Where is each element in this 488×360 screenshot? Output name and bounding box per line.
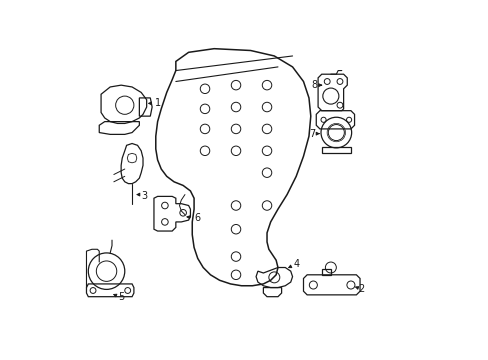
- Text: 5: 5: [118, 292, 124, 302]
- Text: 6: 6: [194, 213, 201, 223]
- Text: 7: 7: [308, 129, 314, 139]
- Text: 2: 2: [358, 284, 364, 294]
- Text: 3: 3: [142, 192, 147, 201]
- Text: 1: 1: [154, 98, 161, 108]
- Text: 4: 4: [292, 259, 299, 269]
- Text: 8: 8: [311, 80, 317, 90]
